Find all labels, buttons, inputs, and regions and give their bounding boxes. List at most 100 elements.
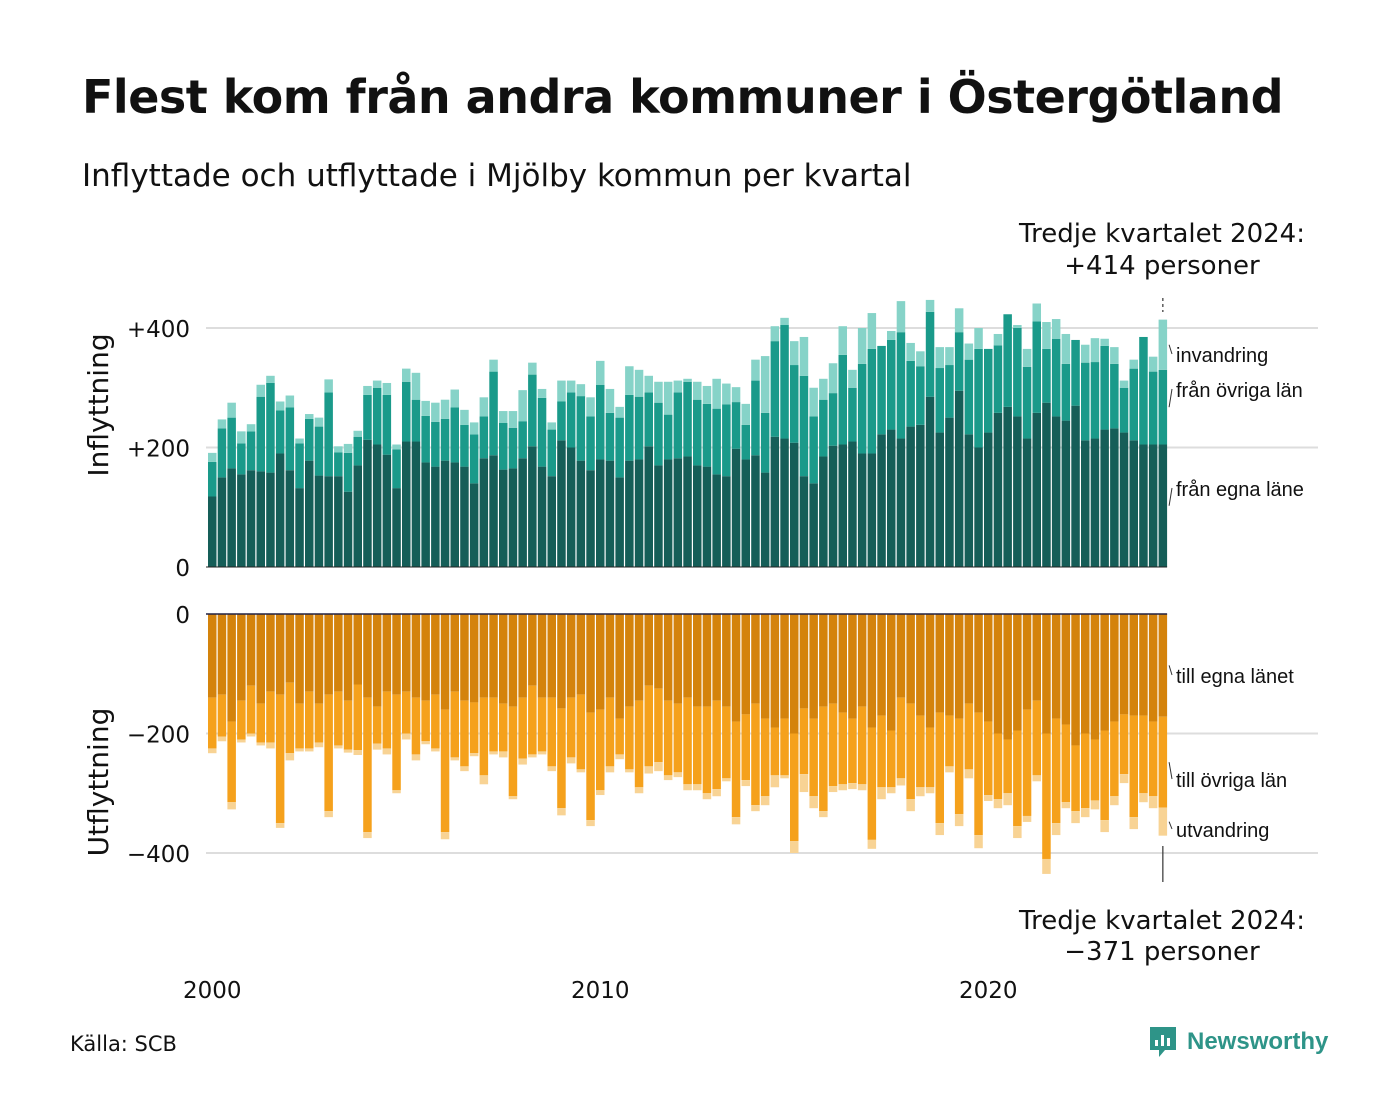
bar-in xyxy=(780,317,789,326)
bar-in xyxy=(246,470,256,567)
bar-in xyxy=(780,325,789,439)
bar-in xyxy=(722,476,731,567)
bar-out xyxy=(557,614,566,709)
bar-out xyxy=(314,742,324,748)
bar-out xyxy=(208,697,217,749)
bar-in xyxy=(770,436,780,567)
bar-in xyxy=(1100,345,1109,430)
bar-out xyxy=(848,614,857,719)
bar-in xyxy=(353,436,362,466)
bar-in xyxy=(828,445,838,567)
bar-out xyxy=(702,793,712,800)
bar-out xyxy=(314,703,324,743)
bar-out xyxy=(518,758,527,765)
bar-out xyxy=(838,784,847,791)
bar-out xyxy=(896,614,906,698)
bar-in xyxy=(334,446,343,453)
bar-in xyxy=(712,408,721,475)
bar-in xyxy=(528,374,537,447)
bar-in xyxy=(479,458,489,567)
bar-out xyxy=(848,718,857,784)
bar-in xyxy=(828,393,838,446)
bar-in xyxy=(799,476,809,567)
bar-out xyxy=(392,790,401,794)
bar-in xyxy=(528,362,537,375)
bar-out xyxy=(984,721,993,796)
bar-out xyxy=(993,614,1003,734)
bar-out xyxy=(780,775,789,779)
bar-in xyxy=(916,351,925,367)
bar-out xyxy=(1081,808,1090,818)
bar-in xyxy=(935,368,944,433)
bar-in xyxy=(974,447,983,567)
series-label: utvandring xyxy=(1176,820,1269,842)
bar-out xyxy=(887,730,896,788)
bar-out xyxy=(1139,614,1148,716)
bar-out xyxy=(673,703,683,773)
bar-in xyxy=(314,426,324,476)
bar-in xyxy=(1090,438,1100,567)
bar-out xyxy=(780,718,789,776)
bar-out xyxy=(654,762,663,772)
bar-out xyxy=(809,796,818,809)
bar-out xyxy=(780,614,789,719)
bar-out xyxy=(993,733,1003,800)
bar-out xyxy=(819,614,828,707)
bar-out xyxy=(906,614,915,704)
bar-out xyxy=(790,733,799,842)
bar-out xyxy=(770,614,780,728)
bar-out xyxy=(1110,796,1119,806)
bar-out xyxy=(256,614,265,704)
bar-out xyxy=(1158,614,1168,717)
bar-out xyxy=(935,614,944,713)
bar-in xyxy=(857,363,867,454)
bar-out xyxy=(275,694,285,824)
bar-in xyxy=(1003,406,1012,567)
y-axis-title: Utflyttning xyxy=(82,708,115,857)
bar-in xyxy=(402,368,411,382)
bar-in xyxy=(1042,348,1051,403)
bar-in xyxy=(819,378,828,400)
bar-in xyxy=(634,459,644,567)
bar-in xyxy=(644,446,653,567)
bar-out xyxy=(770,775,780,788)
bar-in xyxy=(518,458,527,567)
brand-logo[interactable]: Newsworthy xyxy=(1147,1024,1328,1060)
bar-out xyxy=(237,739,246,743)
bar-out xyxy=(363,697,372,833)
bar-out xyxy=(974,712,983,836)
bar-out xyxy=(1042,733,1051,859)
bar-out xyxy=(644,685,653,767)
bar-in xyxy=(790,442,799,567)
bar-in xyxy=(208,461,217,497)
bar-in xyxy=(508,427,518,469)
bar-out xyxy=(334,691,343,746)
bar-out xyxy=(479,697,489,776)
bar-in xyxy=(867,313,877,349)
bar-out xyxy=(382,748,392,755)
bar-out xyxy=(984,614,993,722)
bar-in xyxy=(741,459,750,567)
bar-in xyxy=(770,326,780,342)
bar-out xyxy=(906,703,915,800)
bar-in xyxy=(285,395,295,408)
bar-in xyxy=(334,476,343,567)
bar-in xyxy=(634,396,644,460)
bar-out xyxy=(227,721,236,803)
bar-out xyxy=(867,839,877,849)
bar-out xyxy=(1013,826,1022,839)
bar-out xyxy=(1129,614,1138,716)
bar-in xyxy=(537,388,547,398)
bar-in xyxy=(993,345,1003,413)
bar-in xyxy=(518,421,527,459)
bar-in xyxy=(663,414,673,460)
bar-out xyxy=(1042,858,1051,874)
bar-out xyxy=(683,697,692,785)
bar-out xyxy=(566,697,576,758)
bar-in xyxy=(576,384,586,397)
series-label: från övriga län xyxy=(1176,380,1303,402)
bar-out xyxy=(1042,614,1051,734)
bar-out xyxy=(402,614,411,692)
bar-out xyxy=(392,694,401,791)
y-tick-label: 0 xyxy=(175,603,190,629)
